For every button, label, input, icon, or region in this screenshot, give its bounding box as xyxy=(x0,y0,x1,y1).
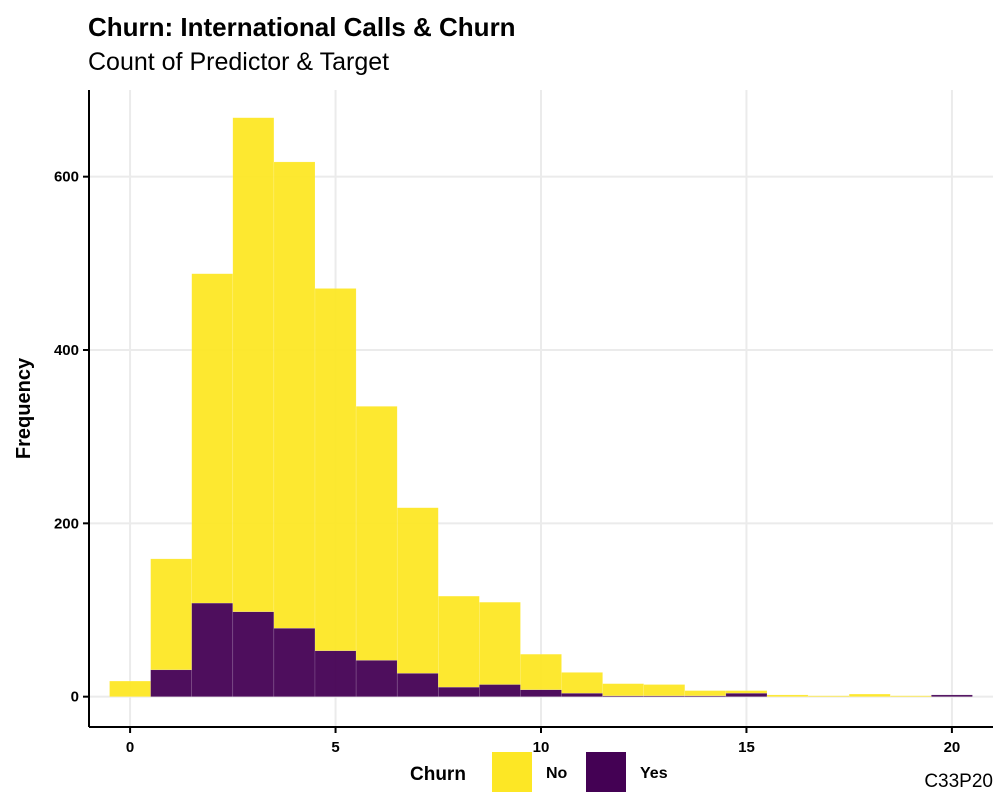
legend-key-yes xyxy=(586,752,626,792)
y-axis-title: Frequency xyxy=(13,357,35,459)
bar-yes xyxy=(520,689,562,697)
bar-no xyxy=(355,406,398,661)
bar-no xyxy=(643,684,686,697)
bar-yes xyxy=(725,692,768,697)
tick-labels: 0 200 400 600 0 5 10 15 20 xyxy=(54,169,960,756)
bar-no xyxy=(150,558,192,671)
bar-no xyxy=(520,653,562,690)
y-tick-label: 200 xyxy=(54,515,79,532)
bar-no xyxy=(890,695,932,697)
legend: Churn No Yes xyxy=(410,752,668,792)
bar-no xyxy=(561,672,603,694)
bar-no xyxy=(684,690,727,697)
axes xyxy=(83,90,993,733)
y-tick-label: 600 xyxy=(54,169,79,186)
y-tick-label: 400 xyxy=(54,342,79,359)
bar-no xyxy=(807,695,850,697)
bar-no xyxy=(273,161,316,629)
bar-yes xyxy=(561,692,603,697)
bar-no xyxy=(725,690,768,694)
bar-no xyxy=(396,507,439,674)
x-tick-label: 0 xyxy=(126,739,134,756)
bar-yes xyxy=(438,686,480,697)
bar-yes xyxy=(150,669,192,697)
legend-title: Churn xyxy=(410,764,466,785)
bar-yes xyxy=(355,660,398,697)
x-tick-label: 20 xyxy=(944,739,961,756)
legend-label-yes: Yes xyxy=(640,765,668,782)
x-tick-label: 15 xyxy=(738,739,755,756)
bar-yes xyxy=(232,611,275,697)
bar-no xyxy=(314,288,357,651)
bar-no xyxy=(109,680,151,697)
bar-yes xyxy=(396,673,439,697)
bar-no xyxy=(479,601,521,685)
bar-no xyxy=(602,683,644,697)
x-tick-label: 10 xyxy=(533,739,550,756)
chart-caption: C33P20 xyxy=(924,771,993,792)
bar-yes xyxy=(931,694,973,697)
bar-yes xyxy=(273,627,316,697)
legend-label-no: No xyxy=(546,765,568,782)
bar-no xyxy=(766,694,809,697)
bars xyxy=(109,117,973,697)
bar-no xyxy=(191,273,234,604)
legend-key-no xyxy=(492,752,532,792)
bar-no xyxy=(232,117,275,612)
chart-title: Churn: International Calls & Churn xyxy=(88,12,516,42)
bar-no xyxy=(438,595,480,688)
y-tick-label: 0 xyxy=(71,689,79,706)
chart-subtitle: Count of Predictor & Target xyxy=(88,48,389,76)
x-tick-label: 5 xyxy=(331,739,339,756)
bar-yes xyxy=(314,650,357,697)
bar-no xyxy=(848,693,891,697)
bar-yes xyxy=(479,684,521,697)
bar-yes xyxy=(191,602,234,697)
